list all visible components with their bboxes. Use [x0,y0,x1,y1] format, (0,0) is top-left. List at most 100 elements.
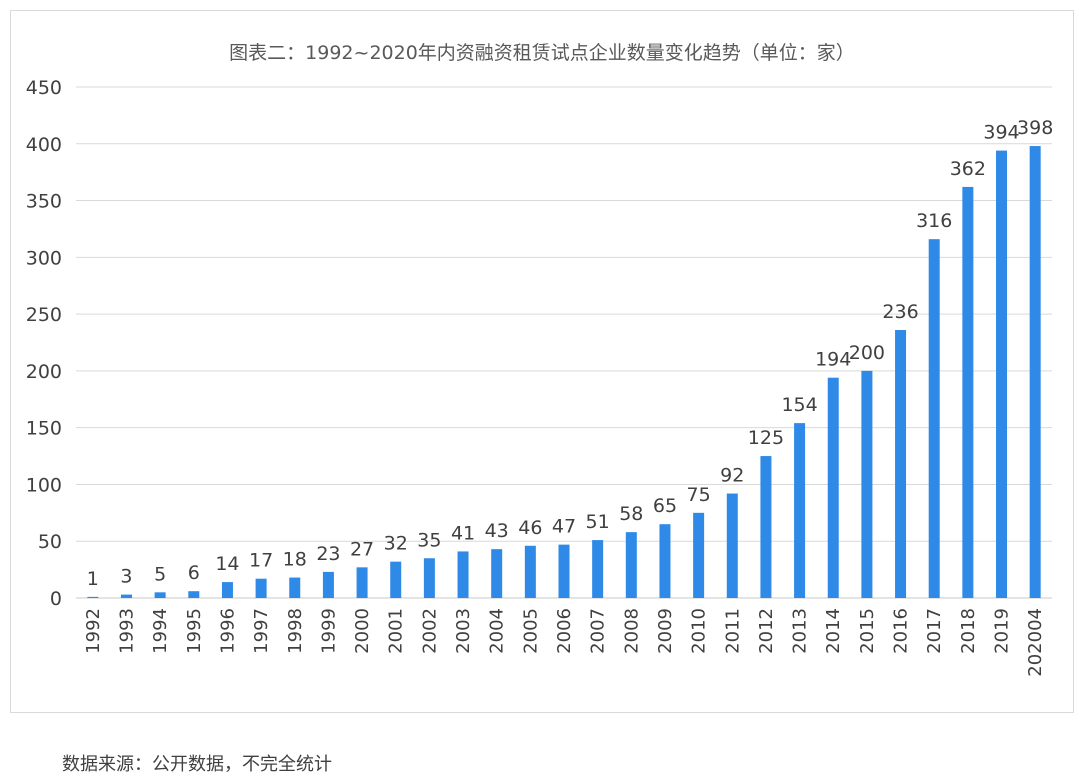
bar [423,558,435,598]
data-label: 200 [849,342,885,364]
source-note: 数据来源：公开数据，不完全统计 [62,754,332,775]
x-tick-label: 2013 [790,608,811,654]
y-tick-label: 400 [26,134,62,156]
data-label: 23 [316,543,340,565]
data-label: 154 [781,394,817,416]
bar [625,532,637,598]
bar [322,571,334,598]
x-tick-label: 1993 [116,608,137,654]
data-label: 362 [950,158,986,180]
bar [491,549,503,598]
bar [356,567,368,598]
bar [289,577,301,598]
x-tick-label: 1994 [150,608,171,654]
data-label: 51 [586,511,610,533]
bar [726,493,738,598]
data-label: 6 [188,562,200,584]
x-tick-label: 2017 [924,608,945,654]
bar [592,540,604,598]
bar [120,594,132,598]
x-tick-label: 202004 [1025,608,1046,677]
x-tick-label: 2006 [554,608,575,654]
data-label: 394 [983,122,1019,144]
data-label: 27 [350,538,374,560]
bar [1029,146,1041,598]
y-tick-label: 350 [26,191,62,213]
y-tick-label: 250 [26,304,62,326]
data-label: 5 [154,563,166,585]
x-tick-label: 2016 [891,608,912,654]
bar [457,551,469,598]
bar [928,239,940,599]
x-tick-label: 2011 [722,608,743,654]
x-tick-label: 1999 [318,608,339,654]
x-tick-label: 2004 [487,608,508,654]
data-label: 75 [687,484,711,506]
data-label: 92 [720,465,744,487]
data-label: 316 [916,210,952,232]
data-label: 47 [552,516,576,538]
data-label: 43 [485,520,509,542]
bar [962,186,974,598]
bar [255,578,267,598]
data-label: 125 [748,427,784,449]
x-tick-label: 2009 [655,608,676,654]
bar [693,512,705,598]
data-label: 46 [518,517,542,539]
x-tick-label: 1992 [83,608,104,654]
y-tick-label: 100 [26,474,62,496]
data-label: 65 [653,495,677,517]
data-label: 236 [882,301,918,323]
x-tick-label: 2010 [689,608,710,654]
x-tick-label: 2000 [352,608,373,654]
bar [794,423,806,598]
data-label: 18 [283,549,307,571]
y-tick-label: 150 [26,418,62,440]
y-tick-label: 50 [38,531,62,553]
x-tick-label: 2018 [958,608,979,654]
x-tick-label: 2014 [823,608,844,654]
x-tick-label: 2003 [453,608,474,654]
bar [558,544,570,598]
data-label: 41 [451,522,475,544]
x-tick-label: 1995 [184,608,205,654]
y-tick-label: 200 [26,361,62,383]
x-tick-label: 2005 [520,608,541,654]
chart-title: 图表二：1992~2020年内资融资租赁试点企业数量变化趋势（单位：家） [229,42,855,64]
x-tick-label: 2015 [857,608,878,654]
x-tick-label: 2012 [756,608,777,654]
y-tick-label: 300 [26,247,62,269]
bar [861,370,873,598]
bar [154,592,166,598]
x-tick-label: 2001 [386,608,407,654]
data-label: 17 [249,550,273,572]
bar [659,524,671,598]
x-tick-label: 1996 [217,608,238,654]
bar [827,377,839,598]
x-tick-label: 2019 [992,608,1013,654]
x-tick-label: 1998 [285,608,306,654]
data-label: 3 [120,566,132,588]
bar [87,596,99,598]
bar [895,330,907,598]
data-label: 58 [619,503,643,525]
data-label: 194 [815,349,851,371]
x-tick-label: 2008 [621,608,642,654]
data-label: 35 [417,529,441,551]
data-label: 1 [87,568,99,590]
data-label: 32 [384,533,408,555]
bar [390,561,402,598]
bar [524,545,536,598]
bar [188,591,200,598]
bar [221,582,233,598]
data-label: 398 [1017,117,1053,139]
y-tick-label: 450 [26,77,62,99]
bar [996,150,1008,598]
data-label: 14 [215,553,239,575]
x-tick-label: 2007 [588,608,609,654]
bar [760,456,772,598]
x-tick-label: 2002 [419,608,440,654]
x-tick-label: 1997 [251,608,272,654]
y-tick-label: 0 [50,588,62,610]
